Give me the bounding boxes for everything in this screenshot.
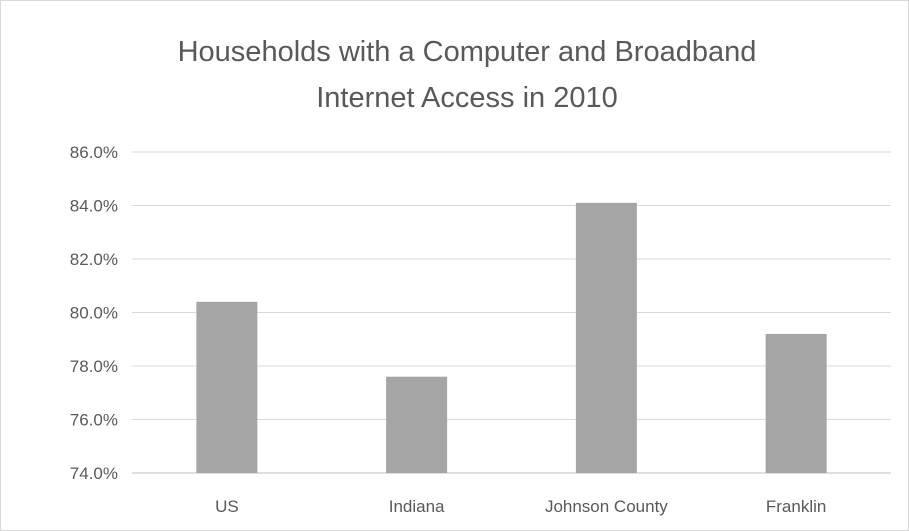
y-tick-label: 80.0% [70,304,118,323]
x-tick-label: Johnson County [545,497,668,516]
y-tick-label: 74.0% [70,464,118,483]
x-tick-label: Franklin [766,497,826,516]
y-tick-label: 82.0% [70,250,118,269]
chart-title-line-2: Internet Access in 2010 [316,82,617,114]
y-tick-label: 86.0% [70,143,118,162]
y-tick-label: 76.0% [70,411,118,430]
bar-indiana [386,376,448,473]
y-axis-tick-labels: 74.0% 76.0% 78.0% 80.0% 82.0% 84.0% 86.0% [70,143,118,483]
bar-franklin [765,333,827,473]
bar-johnson-county [575,202,637,473]
x-tick-label: US [215,497,239,516]
chart-title-line-1: Households with a Computer and Broadband [178,36,757,68]
x-tick-label: Indiana [389,497,445,516]
x-axis-tick-labels: US Indiana Johnson County Franklin [215,497,826,516]
y-tick-label: 78.0% [70,357,118,376]
chart-title: Households with a Computer and Broadband… [178,36,757,114]
y-tick-label: 84.0% [70,197,118,216]
gridlines [132,151,891,474]
bars [196,202,827,473]
bar-us [196,301,258,473]
